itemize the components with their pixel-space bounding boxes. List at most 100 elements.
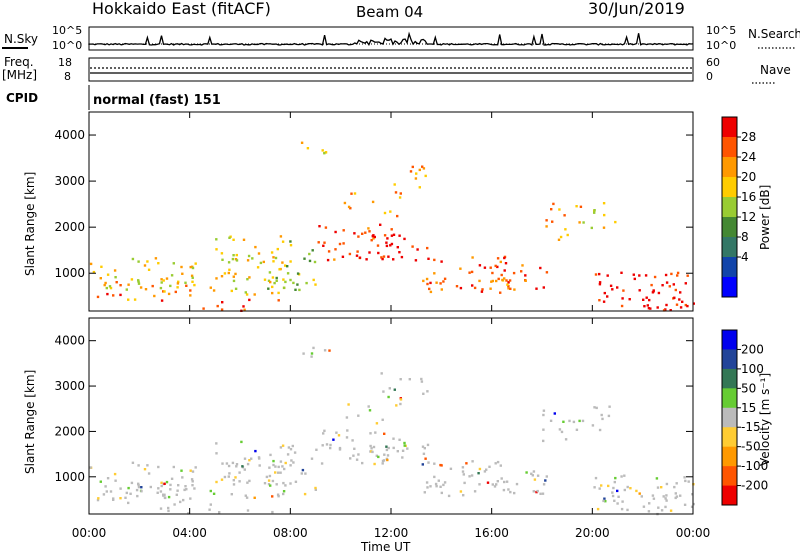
range-gate-cell: [439, 485, 442, 488]
range-gate-cell: [424, 457, 427, 460]
range-gate-cell: [314, 486, 317, 490]
range-gate-cell: [608, 405, 611, 408]
range-gate-cell: [420, 380, 424, 383]
beam-title: Beam 04: [356, 3, 423, 21]
colorbar-tick-label: 50: [741, 381, 756, 395]
range-gate-cell: [232, 483, 236, 486]
range-gate-cell: [270, 251, 274, 254]
range-gate-cell: [355, 458, 359, 461]
range-gate-cell: [149, 485, 152, 489]
range-gate-cell: [369, 444, 372, 448]
range-gate-cell: [373, 462, 376, 466]
range-gate-cell: [459, 267, 462, 270]
range-gate-cell: [343, 201, 347, 205]
range-gate-cell: [106, 273, 110, 276]
range-gate-cell: [443, 481, 447, 484]
range-gate-cell: [551, 220, 554, 223]
range-gate-cell: [136, 494, 139, 498]
range-gate-cell: [423, 447, 426, 450]
range-gate-cell: [578, 221, 581, 224]
range-gate-cell: [651, 494, 655, 497]
range-gate-cell: [621, 500, 624, 503]
range-gate-cell: [376, 244, 380, 247]
range-gate-cell: [388, 387, 391, 390]
range-gate-cell: [169, 284, 172, 288]
range-gate-cell: [96, 295, 100, 299]
range-gate-cell: [545, 219, 548, 222]
colorbar-swatch: [722, 485, 737, 506]
range-gate-cell: [478, 279, 481, 283]
range-gate-cell: [442, 483, 445, 487]
range-gate-cell: [165, 277, 169, 280]
range-gate-cell: [423, 491, 426, 494]
range-gate-cell: [383, 211, 387, 215]
range-gate-cell: [216, 304, 219, 308]
range-gate-cell: [462, 473, 465, 476]
range-gate-cell: [318, 225, 321, 228]
range-gate-cell: [338, 448, 342, 451]
x-tick-label: 00:00: [72, 526, 107, 540]
range-gate-cell: [598, 299, 601, 302]
cpid-label: CPID: [6, 91, 38, 105]
range-gate-cell: [465, 462, 468, 465]
range-gate-cell: [160, 281, 163, 284]
range-gate-cell: [545, 225, 548, 228]
range-gate-cell: [272, 463, 275, 467]
range-gate-cell: [227, 475, 230, 478]
range-gate-cell: [655, 477, 659, 480]
range-gate-cell: [314, 488, 317, 491]
range-gate-cell: [678, 298, 681, 301]
range-gate-cell: [607, 414, 611, 418]
range-gate-cell: [598, 428, 602, 432]
colorbar-tick-label: 15: [741, 401, 756, 415]
range-gate-cell: [665, 482, 669, 486]
range-gate-cell: [383, 432, 386, 435]
range-gate-cell: [375, 422, 379, 425]
range-gate-cell: [334, 230, 337, 234]
range-gate-cell: [564, 228, 567, 231]
range-gate-cell: [349, 207, 352, 210]
range-gate-cell: [481, 288, 484, 291]
range-gate-cell: [524, 279, 527, 282]
range-gate-cell: [676, 274, 679, 277]
range-gate-cell: [564, 438, 568, 441]
range-gate-cell: [545, 271, 549, 274]
range-gate-cell: [119, 284, 122, 287]
range-gate-cell: [235, 253, 238, 257]
range-gate-cell: [426, 443, 430, 447]
range-gate-cell: [191, 470, 195, 473]
range-gate-cell: [494, 264, 497, 268]
range-gate-cell: [238, 471, 241, 474]
range-gate-cell: [470, 270, 474, 274]
range-gate-cell: [633, 277, 636, 281]
range-gate-cell: [225, 462, 229, 465]
range-gate-cell: [283, 467, 286, 471]
range-gate-cell: [620, 475, 623, 478]
range-gate-cell: [387, 255, 390, 258]
range-gate-cell: [248, 479, 251, 483]
range-gate-cell: [306, 147, 310, 150]
range-gate-cell: [594, 273, 598, 276]
range-gate-cell: [176, 286, 179, 289]
range-gate-cell: [232, 254, 235, 257]
colorbar-tick-label: -100: [741, 459, 768, 473]
power-colorbar: 28 24 20 16 12 8 4: [721, 116, 756, 298]
range-gate-cell: [418, 186, 421, 189]
range-gate-cell: [581, 419, 585, 423]
range-gate-cell: [499, 291, 502, 294]
range-gate-cell: [215, 452, 218, 455]
range-gate-cell: [244, 291, 247, 294]
range-gate-cell: [215, 442, 218, 445]
range-gate-cell: [281, 240, 285, 243]
range-gate-cell: [189, 469, 192, 472]
range-gate-cell: [274, 465, 277, 468]
range-gate-cell: [353, 192, 357, 195]
range-gate-cell: [183, 488, 186, 492]
range-gate-cell: [603, 291, 606, 295]
range-gate-cell: [422, 392, 425, 395]
range-gate-cell: [512, 271, 516, 275]
noise-right-label: N.Search: [748, 27, 800, 41]
range-gate-cell: [302, 352, 305, 355]
range-gate-cell: [209, 489, 212, 493]
range-gate-cell: [292, 461, 295, 464]
